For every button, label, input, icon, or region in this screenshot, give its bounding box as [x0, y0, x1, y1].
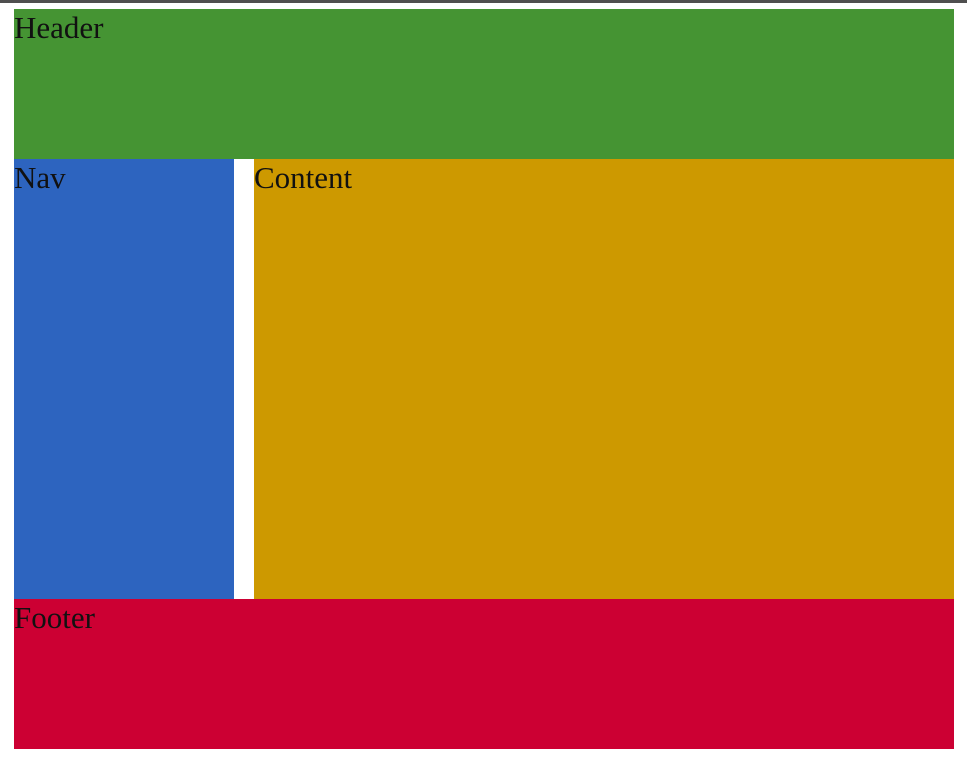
content-region: Content	[254, 159, 954, 599]
grid-layout: Header Nav Content Footer	[14, 9, 954, 749]
header-label: Header	[14, 10, 104, 45]
footer-region: Footer	[14, 599, 954, 749]
top-border	[0, 0, 967, 3]
column-gap	[234, 159, 254, 599]
nav-label: Nav	[14, 160, 66, 195]
content-label: Content	[254, 160, 353, 195]
nav-region: Nav	[14, 159, 234, 599]
header-region: Header	[14, 9, 954, 159]
page-frame: Header Nav Content Footer	[0, 3, 967, 774]
footer-label: Footer	[14, 600, 95, 635]
